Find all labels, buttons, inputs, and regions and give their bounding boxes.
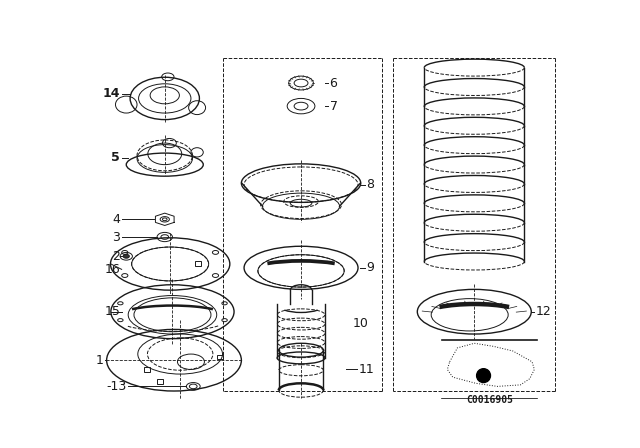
Text: 16: 16 <box>104 263 120 276</box>
Text: 10: 10 <box>353 317 369 330</box>
Text: 3: 3 <box>112 231 120 244</box>
Text: 15: 15 <box>104 305 120 318</box>
Bar <box>195 261 201 266</box>
Text: 2: 2 <box>112 250 120 263</box>
Bar <box>157 379 163 384</box>
Text: 14: 14 <box>102 87 120 100</box>
Text: 5: 5 <box>111 151 120 164</box>
Text: 8: 8 <box>367 178 374 191</box>
Text: 9: 9 <box>367 261 374 274</box>
Text: 4: 4 <box>112 213 120 226</box>
Text: 1: 1 <box>95 354 103 367</box>
Text: 6: 6 <box>330 77 337 90</box>
Circle shape <box>477 369 490 383</box>
Text: 7: 7 <box>330 99 337 112</box>
Text: -13: -13 <box>106 380 126 393</box>
Text: 12: 12 <box>536 305 552 318</box>
Text: 11: 11 <box>359 363 374 376</box>
Ellipse shape <box>123 254 129 258</box>
Bar <box>217 355 223 359</box>
Text: C0016905: C0016905 <box>466 395 513 405</box>
Bar <box>144 367 150 372</box>
